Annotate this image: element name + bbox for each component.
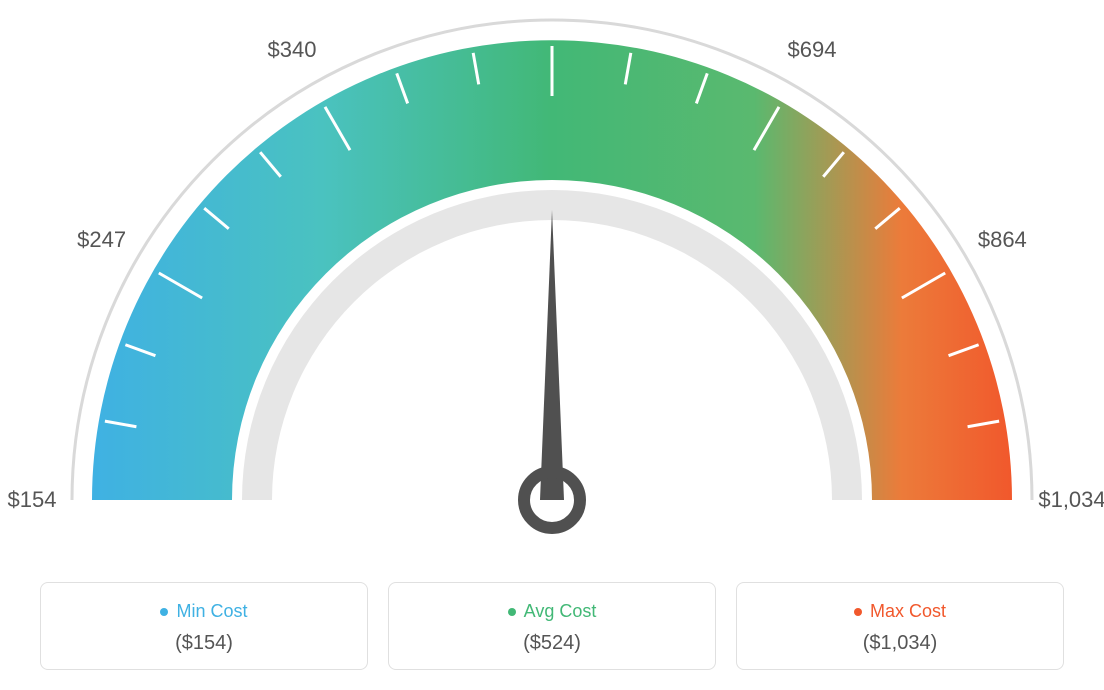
gauge-svg (0, 0, 1104, 570)
max-cost-card: Max Cost ($1,034) (736, 582, 1064, 670)
min-cost-label-row: Min Cost (160, 601, 247, 622)
max-cost-label: Max Cost (870, 601, 946, 622)
gauge-scale-label: $247 (77, 227, 126, 253)
min-cost-value: ($154) (51, 632, 357, 655)
min-cost-label: Min Cost (176, 601, 247, 622)
cost-cards-row: Min Cost ($154) Avg Cost ($524) Max Cost… (40, 582, 1064, 670)
gauge-scale-label: $340 (268, 37, 317, 63)
max-cost-label-row: Max Cost (854, 601, 946, 622)
avg-cost-label-row: Avg Cost (508, 601, 597, 622)
avg-cost-label: Avg Cost (524, 601, 597, 622)
avg-cost-card: Avg Cost ($524) (388, 582, 716, 670)
gauge-scale-label: $694 (788, 37, 837, 63)
avg-cost-value: ($524) (399, 632, 705, 655)
gauge-scale-label: $864 (978, 227, 1027, 253)
min-cost-card: Min Cost ($154) (40, 582, 368, 670)
gauge-scale-label: $154 (8, 487, 57, 513)
max-cost-dot (854, 608, 862, 616)
gauge-area: $154$247$340$524$694$864$1,034 (0, 0, 1104, 570)
max-cost-value: ($1,034) (747, 632, 1053, 655)
gauge-scale-label: $1,034 (1038, 487, 1104, 513)
gauge-chart-wrapper: $154$247$340$524$694$864$1,034 Min Cost … (0, 0, 1104, 690)
min-cost-dot (160, 608, 168, 616)
avg-cost-dot (508, 608, 516, 616)
